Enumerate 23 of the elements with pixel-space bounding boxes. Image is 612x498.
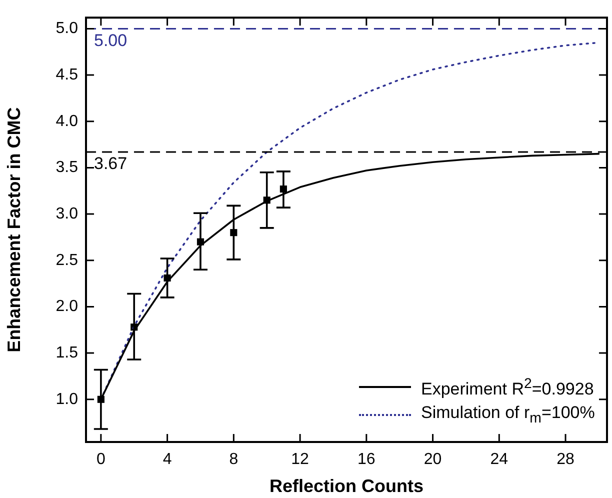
y-tick-label: 3.0 <box>56 205 78 222</box>
x-tick-label: 20 <box>424 451 442 468</box>
x-tick-label: 24 <box>490 451 508 468</box>
y-tick-label: 2.5 <box>56 252 78 269</box>
x-axis-title: Reflection Counts <box>269 476 424 496</box>
y-axis-title: Enhancement Factor in CMC <box>4 107 24 352</box>
y-tick-label: 5.0 <box>56 20 78 38</box>
x-tick-label: 0 <box>96 451 106 468</box>
y-tick-label: 4.5 <box>56 66 78 84</box>
ref-line-label: 5.00 <box>94 30 128 50</box>
y-tick-label: 1.0 <box>56 390 78 408</box>
y-tick-label: 4.0 <box>56 112 78 130</box>
x-tick-label: 16 <box>358 451 376 468</box>
legend-label: Experiment R$^{2}$=0.9928 <box>421 375 594 401</box>
x-tick-label: 28 <box>556 451 575 468</box>
legend-label: Simulation of r$_{m}$=100% <box>421 402 595 428</box>
x-tick-label: 8 <box>229 451 238 468</box>
y-tick-label: 3.5 <box>56 159 78 176</box>
x-tick-label: 12 <box>291 451 310 468</box>
x-tick-label: 4 <box>162 451 172 468</box>
ref-line-label: 3.67 <box>94 154 128 174</box>
y-tick-label: 1.5 <box>56 344 78 362</box>
y-tick-label: 2.0 <box>56 298 78 316</box>
